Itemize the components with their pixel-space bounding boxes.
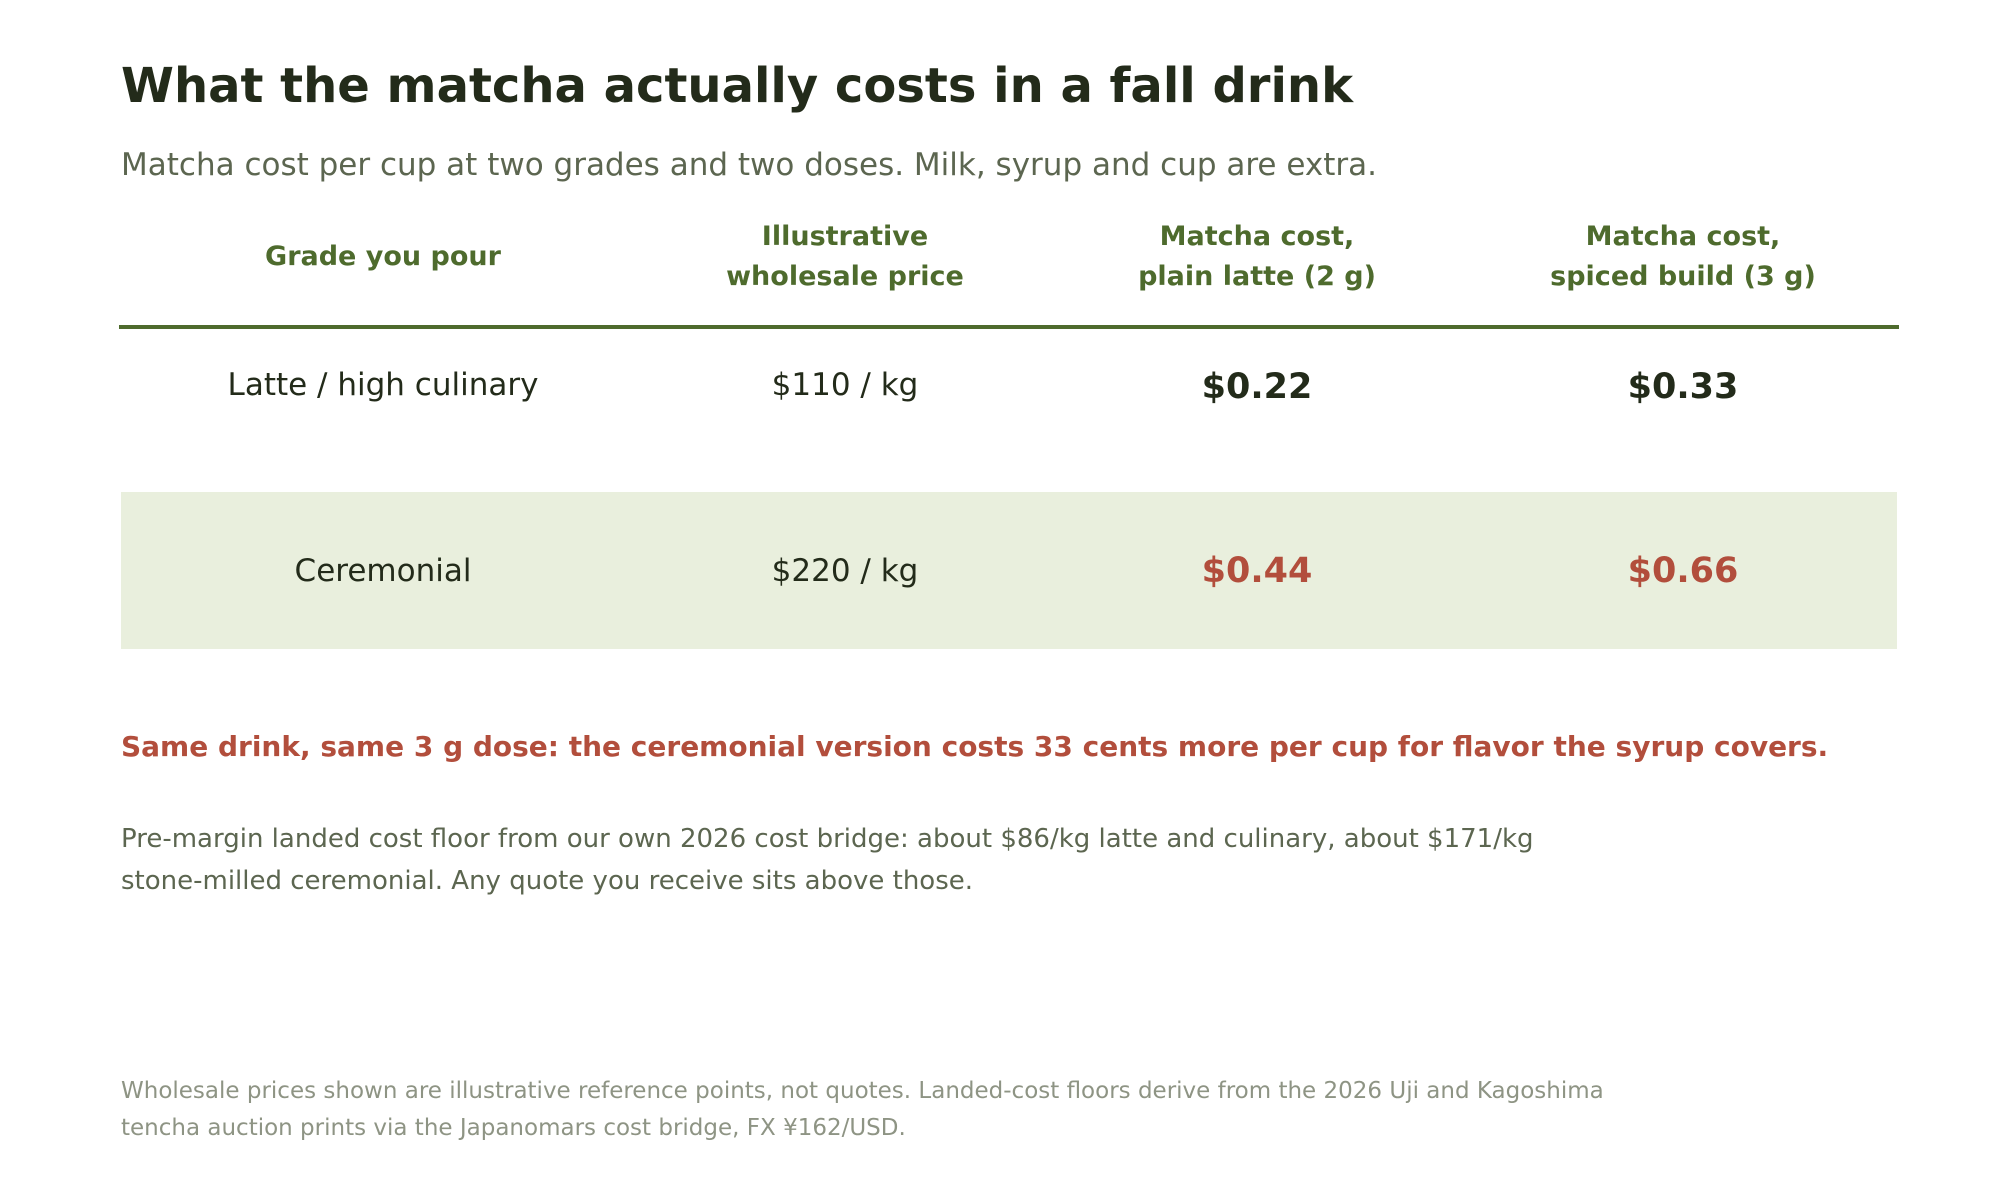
page-subtitle: Matcha cost per cup at two grades and tw… bbox=[121, 147, 1377, 183]
cell-spiced-build-cost: $0.33 bbox=[1627, 367, 1739, 407]
cost-table: Grade you pour Illustrative wholesale pr… bbox=[119, 212, 1899, 649]
source-footnote: Wholesale prices shown are illustrative … bbox=[121, 1078, 1604, 1141]
table-row-highlighted: Ceremonial $220 / kg $0.44 $0.66 bbox=[121, 492, 1897, 649]
cell-wholesale-price: $110 / kg bbox=[771, 367, 919, 403]
cell-plain-latte-cost: $0.22 bbox=[1201, 367, 1313, 407]
cell-grade: Ceremonial bbox=[294, 552, 472, 589]
cell-wholesale-price: $220 / kg bbox=[771, 552, 919, 589]
cell-spiced-build-cost: $0.66 bbox=[1627, 550, 1739, 591]
cost-floor-note: Pre-margin landed cost floor from our ow… bbox=[121, 824, 1534, 896]
column-header-spiced-build-cost: Matcha cost, spiced build (3 g) bbox=[1550, 220, 1816, 292]
table-header-row: Grade you pour Illustrative wholesale pr… bbox=[119, 212, 1899, 329]
page: What the matcha actually costs in a fall… bbox=[119, 0, 1899, 1200]
callout-text: Same drink, same 3 g dose: the ceremonia… bbox=[121, 730, 1829, 763]
column-header-plain-latte-cost: Matcha cost, plain latte (2 g) bbox=[1138, 220, 1376, 292]
cell-plain-latte-cost: $0.44 bbox=[1201, 550, 1313, 591]
column-header-grade: Grade you pour bbox=[265, 240, 501, 272]
cell-grade: Latte / high culinary bbox=[227, 367, 539, 403]
table-row: Latte / high culinary $110 / kg $0.22 $0… bbox=[121, 329, 1897, 457]
column-header-wholesale-price: Illustrative wholesale price bbox=[726, 220, 964, 292]
page-title: What the matcha actually costs in a fall… bbox=[121, 58, 1354, 114]
